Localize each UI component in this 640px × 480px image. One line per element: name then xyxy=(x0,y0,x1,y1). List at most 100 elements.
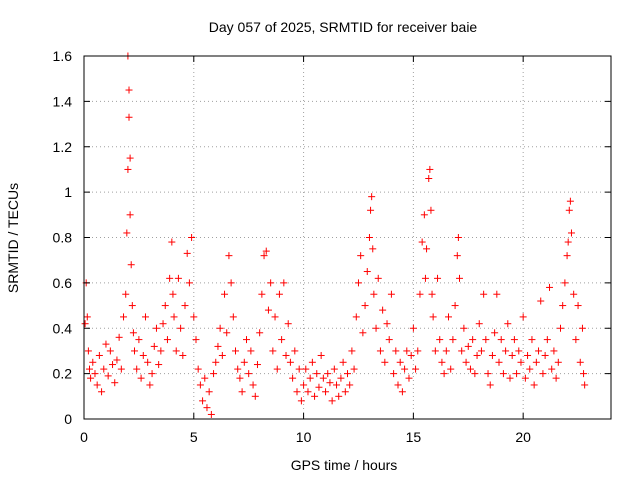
data-point xyxy=(495,358,503,366)
data-point xyxy=(256,329,264,337)
plot-frame xyxy=(83,55,612,420)
data-point xyxy=(236,374,244,382)
data-point xyxy=(225,252,233,260)
data-point xyxy=(181,302,189,310)
data-point xyxy=(403,347,411,355)
data-point xyxy=(572,336,580,344)
x-tick-label: 5 xyxy=(190,429,198,445)
data-point xyxy=(550,347,558,355)
data-point xyxy=(535,347,543,355)
data-point xyxy=(510,336,518,344)
data-point xyxy=(539,370,547,378)
data-point xyxy=(376,347,384,355)
y-tick-label: 1.2 xyxy=(53,139,73,155)
data-point xyxy=(201,374,209,382)
data-point xyxy=(460,324,468,332)
data-point xyxy=(394,381,402,389)
chart-title: Day 057 of 2025, SRMTID for receiver bai… xyxy=(209,19,478,35)
data-point xyxy=(223,329,231,337)
data-point xyxy=(275,290,283,298)
data-point xyxy=(282,351,290,359)
data-point xyxy=(370,290,378,298)
data-point xyxy=(348,347,356,355)
data-point xyxy=(333,381,341,389)
data-point xyxy=(368,193,376,201)
data-point xyxy=(317,351,325,359)
data-point xyxy=(488,351,496,359)
data-point xyxy=(163,336,171,344)
data-point xyxy=(300,381,308,389)
data-point xyxy=(426,165,434,173)
data-point xyxy=(264,306,272,314)
y-tick-label: 0 xyxy=(64,411,72,427)
data-point xyxy=(168,238,176,246)
data-point xyxy=(120,313,128,321)
data-point xyxy=(196,381,204,389)
data-point xyxy=(363,268,371,276)
data-point xyxy=(580,370,588,378)
data-point xyxy=(341,388,349,396)
data-point xyxy=(508,351,516,359)
data-point xyxy=(100,365,108,373)
data-point xyxy=(146,381,154,389)
data-point xyxy=(418,238,426,246)
data-point xyxy=(548,365,556,373)
data-point xyxy=(416,290,424,298)
data-point xyxy=(152,324,160,332)
data-point xyxy=(499,370,507,378)
data-point xyxy=(556,324,564,332)
data-point xyxy=(319,374,327,382)
data-point xyxy=(122,290,130,298)
data-point xyxy=(434,274,442,282)
data-point xyxy=(326,379,334,387)
data-point xyxy=(497,336,505,344)
data-point xyxy=(311,392,319,400)
data-point xyxy=(139,351,147,359)
data-point xyxy=(247,347,255,355)
data-point xyxy=(339,358,347,366)
data-point xyxy=(383,320,391,328)
data-point xyxy=(106,347,114,355)
data-point xyxy=(83,313,91,321)
data-point xyxy=(578,324,586,332)
data-point xyxy=(517,358,525,366)
data-point xyxy=(537,297,545,305)
data-point xyxy=(212,358,220,366)
data-point xyxy=(567,229,575,237)
x-tick-label: 10 xyxy=(296,429,312,445)
data-point xyxy=(464,342,472,350)
data-point xyxy=(581,381,589,389)
data-point xyxy=(203,404,211,412)
data-point xyxy=(104,372,112,380)
x-axis-label: GPS time / hours xyxy=(291,457,398,473)
data-point xyxy=(179,351,187,359)
data-point xyxy=(546,283,554,291)
data-point xyxy=(249,381,257,389)
data-point xyxy=(125,86,133,94)
data-point xyxy=(95,351,103,359)
data-point xyxy=(451,302,459,310)
data-point xyxy=(84,347,92,355)
data-point xyxy=(111,379,119,387)
data-point xyxy=(526,365,534,373)
data-point xyxy=(286,358,294,366)
data-point xyxy=(565,206,573,214)
data-point xyxy=(210,370,218,378)
data-point xyxy=(396,358,404,366)
data-point xyxy=(447,365,455,373)
data-point xyxy=(455,274,463,282)
data-point xyxy=(401,365,409,373)
data-point xyxy=(473,351,481,359)
data-point xyxy=(253,361,261,369)
x-tick-label: 20 xyxy=(515,429,531,445)
data-point xyxy=(532,358,540,366)
data-point xyxy=(155,361,163,369)
data-point xyxy=(245,370,253,378)
data-point xyxy=(570,290,578,298)
data-point xyxy=(161,302,169,310)
data-point xyxy=(543,336,551,344)
data-point xyxy=(438,358,446,366)
data-point xyxy=(131,347,139,355)
data-point xyxy=(127,261,135,269)
data-point xyxy=(414,347,422,355)
